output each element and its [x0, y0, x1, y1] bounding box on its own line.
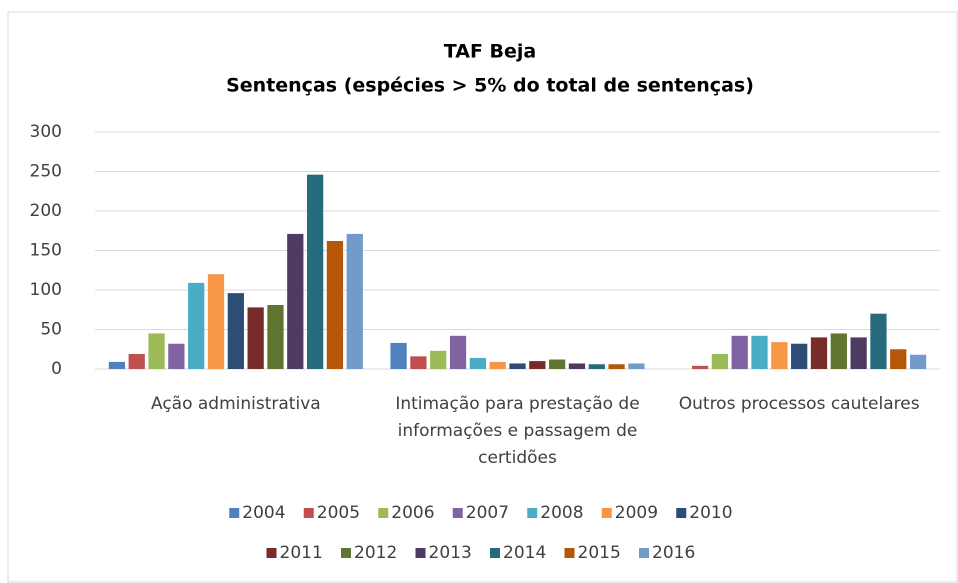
legend-label: 2016: [652, 543, 695, 563]
bar: [628, 363, 645, 369]
bar: [267, 305, 284, 369]
bar: [128, 353, 145, 369]
bar: [108, 361, 126, 369]
legend-swatch: [490, 548, 500, 558]
y-tick-label: 50: [40, 320, 62, 340]
bar: [410, 356, 427, 369]
bar: [711, 353, 729, 369]
bar: [791, 343, 808, 369]
chart-title: TAF Beja: [444, 41, 537, 63]
legend-label: 2012: [354, 543, 397, 563]
bar: [227, 293, 244, 369]
bar: [326, 241, 344, 369]
legend-swatch: [564, 548, 575, 558]
legend-label: 2010: [689, 503, 732, 523]
legend-label: 2009: [615, 503, 658, 523]
legend-label: 2011: [280, 543, 323, 563]
legend-label: 2006: [391, 503, 434, 523]
bar: [247, 307, 264, 369]
bar: [850, 337, 867, 369]
legend-swatch: [229, 508, 240, 518]
legend-label: 2004: [242, 503, 285, 523]
legend-swatch: [341, 548, 351, 558]
legend-swatch: [601, 508, 612, 518]
bar: [890, 349, 907, 369]
y-tick-label: 250: [30, 162, 62, 182]
legend-label: 2015: [578, 543, 621, 563]
y-tick-label: 200: [30, 201, 62, 221]
legend-swatch: [378, 508, 389, 518]
x-tick-label: Intimação para prestação de informações e…: [395, 394, 639, 468]
chart-subtitle: Sentenças (espécies > 5% do total de sen…: [226, 75, 754, 97]
bar: [608, 364, 625, 369]
x-tick-label: Outros processos cautelares: [679, 394, 920, 414]
bar: [810, 337, 828, 369]
bar: [751, 335, 768, 369]
legend-label: 2007: [466, 503, 509, 523]
legend-swatch: [266, 548, 277, 558]
bar: [870, 313, 887, 369]
bar: [771, 342, 788, 369]
bar: [449, 335, 467, 369]
bar: [346, 233, 363, 369]
bar: [830, 333, 847, 369]
bar: [549, 359, 566, 369]
bar: [306, 174, 324, 369]
chart-area: [7, 11, 958, 583]
bar: [588, 364, 605, 369]
y-tick-label: 100: [30, 280, 62, 300]
bar: [168, 343, 185, 369]
legend-label: 2008: [540, 503, 583, 523]
legend-swatch: [303, 508, 314, 518]
legend-label: 2005: [317, 503, 360, 523]
legend-swatch: [452, 508, 463, 518]
legend-swatch: [639, 548, 649, 558]
bar: [691, 365, 709, 369]
bar: [148, 333, 165, 369]
bar: [390, 342, 407, 369]
bar: [188, 282, 205, 369]
bar: [529, 361, 546, 369]
bar: [489, 361, 506, 369]
y-tick-label: 300: [30, 122, 62, 142]
bar: [731, 335, 748, 369]
bar: [909, 354, 927, 369]
y-tick-label: 150: [30, 241, 62, 261]
bar: [430, 350, 447, 369]
bar: [207, 274, 225, 369]
bar: [568, 363, 586, 369]
legend-swatch: [415, 548, 426, 558]
legend-label: 2014: [503, 543, 546, 563]
legend-label: 2013: [429, 543, 472, 563]
bar: [509, 363, 526, 369]
x-tick-label: Ação administrativa: [151, 394, 321, 414]
y-tick-label: 0: [51, 359, 62, 379]
bar: [469, 357, 486, 369]
bar: [287, 233, 304, 369]
legend-swatch: [676, 508, 687, 518]
legend-swatch: [527, 508, 538, 518]
